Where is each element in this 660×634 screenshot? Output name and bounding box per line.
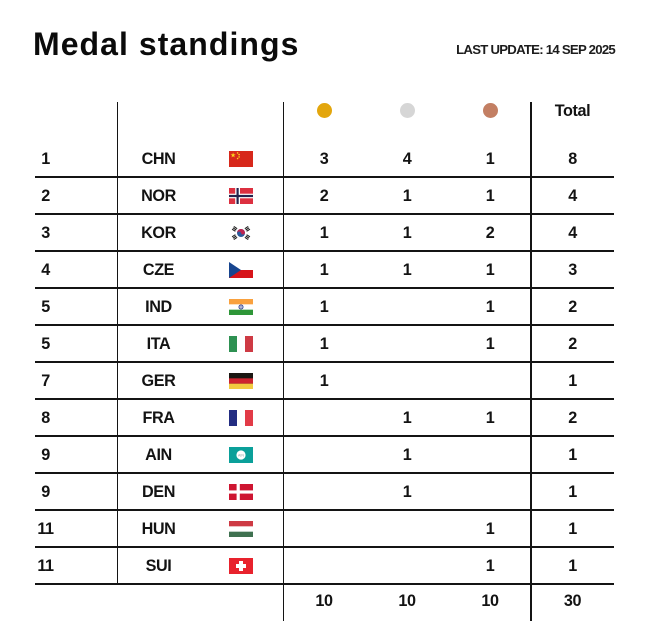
svg-text:AIN: AIN [238,453,244,457]
